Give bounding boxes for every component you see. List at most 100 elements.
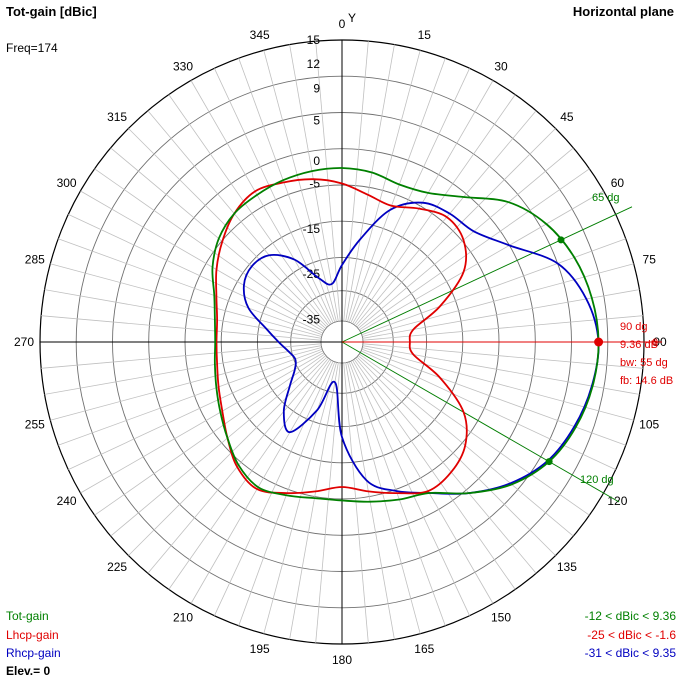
beam-left-label: 65 dg: [592, 192, 620, 204]
angle-tick-label: 105: [639, 417, 659, 431]
chart-title: Tot-gain [dBic]: [6, 4, 97, 19]
grid-spoke: [190, 80, 332, 324]
grid-spoke: [44, 289, 322, 339]
max-gain-label: 9.36 dB: [620, 339, 658, 351]
radial-tick-label: 5: [313, 114, 320, 128]
grid-spoke: [362, 263, 634, 337]
grid-spoke: [289, 44, 339, 322]
grid-spoke: [361, 348, 626, 446]
angle-tick-label: 0: [339, 17, 346, 31]
grid-spoke: [58, 238, 323, 336]
angle-tick-label: 300: [57, 176, 77, 190]
y-axis-label: Y: [348, 11, 356, 25]
grid-spoke: [347, 362, 421, 634]
legend-lhcp-gain: Lhcp-gain: [6, 628, 59, 642]
grid-spoke: [359, 168, 590, 331]
grid-spoke: [94, 168, 325, 331]
grid-spoke: [361, 238, 626, 336]
grid-spoke: [58, 348, 323, 446]
radial-tick-label: -35: [303, 312, 321, 326]
grid-spoke: [50, 347, 322, 421]
grid-spoke: [50, 263, 322, 337]
grid-spoke: [263, 50, 337, 322]
tot-gain-range: -12 < dBic < 9.36: [584, 609, 676, 623]
angle-tick-label: 195: [250, 642, 270, 656]
legend-rhcp-gain: Rhcp-gain: [6, 646, 61, 660]
beam-edge-marker: [545, 458, 553, 466]
grid-spoke: [44, 345, 322, 395]
radial-tick-label: -5: [309, 177, 320, 191]
beamwidth-line: [341, 206, 633, 343]
angle-tick-label: 240: [57, 494, 77, 508]
grid-spoke: [355, 110, 537, 327]
angle-tick-label: 30: [494, 60, 508, 74]
legend-tot-gain: Tot-gain: [6, 609, 49, 623]
angle-tick-label: 345: [250, 28, 270, 42]
grid-spoke: [168, 94, 331, 325]
grid-spoke: [361, 350, 616, 470]
radial-tick-label: -15: [303, 222, 321, 236]
beam-right-label: 120 dg: [580, 474, 614, 486]
angle-tick-label: 45: [560, 110, 574, 124]
grid-spoke: [343, 363, 369, 643]
beam-edge-marker: [557, 236, 565, 244]
angle-tick-label: 285: [25, 253, 45, 267]
beamwidth-label: bw: 55 dg: [620, 357, 668, 369]
plane-label: Horizontal plane: [572, 4, 674, 19]
rhcp-gain-curve: [242, 201, 600, 495]
grid-spoke: [360, 190, 604, 332]
grid-spoke: [343, 41, 369, 321]
beam-markers: [545, 236, 604, 466]
angle-tick-labels: 0153045607590105120135150165180195210225…: [14, 17, 667, 667]
grid-spoke: [352, 360, 494, 604]
angle-tick-label: 60: [611, 176, 625, 190]
angle-tick-label: 330: [173, 60, 193, 74]
radial-tick-labels: 15 12 9 5 0 -5 -15 -25 -35: [303, 33, 321, 326]
beam-lines: [341, 206, 662, 503]
angle-tick-label: 270: [14, 335, 34, 349]
angle-tick-label: 75: [643, 253, 657, 267]
grid-spoke: [353, 94, 516, 325]
grid-spoke: [94, 353, 325, 516]
grid-spoke: [80, 190, 324, 332]
grid-spoke: [147, 110, 329, 327]
grid-spoke: [357, 147, 574, 329]
angle-tick-label: 150: [491, 610, 511, 624]
beamwidth-line: [341, 341, 620, 503]
grid-spoke: [347, 50, 421, 322]
radial-tick-label: 0: [313, 154, 320, 168]
grid-spoke: [190, 360, 332, 604]
grid-spoke: [128, 356, 328, 556]
angle-tick-label: 15: [418, 28, 432, 42]
radial-tick-label: -25: [303, 267, 321, 281]
grid-spoke: [348, 58, 446, 323]
angle-tick-label: 180: [332, 653, 352, 667]
grid-spoke: [350, 68, 470, 323]
grid-spoke: [41, 315, 321, 341]
grid-spoke: [353, 359, 516, 590]
angle-tick-label: 210: [173, 610, 193, 624]
lhcp-gain-curve: [215, 178, 468, 495]
tot-gain-curve: [211, 167, 600, 503]
radial-tick-label: 12: [307, 57, 321, 71]
grid-spoke: [362, 347, 634, 421]
grid-spoke: [289, 362, 339, 640]
angle-tick-label: 165: [414, 642, 434, 656]
pattern-series: [211, 167, 600, 503]
angle-tick-label: 225: [107, 560, 127, 574]
grid-spoke: [359, 353, 590, 516]
grid-spoke: [68, 214, 323, 334]
angle-tick-label: 135: [557, 560, 577, 574]
angle-tick-label: 315: [107, 110, 127, 124]
max-angle-label: 90 dg: [620, 321, 648, 333]
frequency-label: Freq=174: [6, 41, 58, 55]
grid-spoke: [68, 350, 323, 470]
grid-spoke: [168, 359, 331, 590]
front-back-label: fb: 14.6 dB: [620, 375, 673, 387]
grid-spoke: [41, 343, 321, 369]
rhcp-gain-range: -31 < dBic < 9.35: [584, 646, 676, 660]
grid-spoke: [356, 128, 556, 328]
max-edge-label: 0: [652, 337, 658, 349]
grid-spoke: [345, 44, 395, 322]
